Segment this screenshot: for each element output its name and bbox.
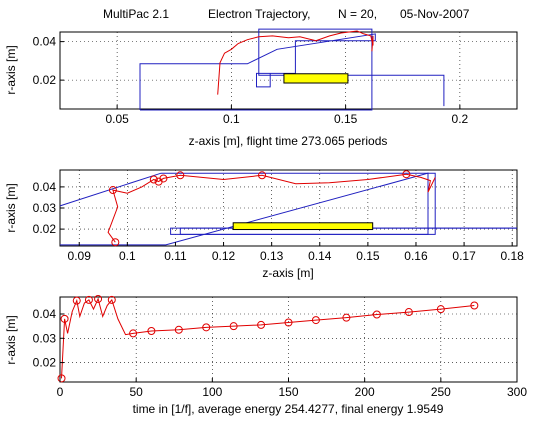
x-tick-label: 0.11 — [164, 249, 187, 263]
x-tick-label: 200 — [355, 385, 375, 399]
trajectory-marker — [284, 318, 293, 327]
trajectory-line — [217, 30, 374, 95]
x-tick-label: 0.14 — [308, 249, 332, 263]
y-tick-label: 0.03 — [33, 201, 57, 215]
y-tick-label: 0.02 — [33, 222, 57, 236]
trajectory-marker — [436, 305, 445, 314]
panel-bottom-ticks: 0 50 100 150 200 250 300 0.02 0.03 0.04 — [33, 307, 528, 399]
trajectory-marker — [174, 325, 183, 334]
x-tick-label: 0.05 — [105, 112, 129, 126]
trajectory-marker — [111, 238, 120, 247]
x-tick-label: 0.15 — [356, 249, 380, 263]
x-tick-label: 300 — [507, 385, 527, 399]
panel-top-trajectory — [217, 30, 374, 95]
trajectory-marker — [94, 294, 103, 303]
panel-bottom-frame — [59, 296, 518, 383]
trajectory-marker — [57, 374, 66, 383]
x-tick-label: 50 — [129, 385, 143, 399]
geometry-line — [59, 172, 517, 235]
x-tick-label: 0.2 — [452, 112, 469, 126]
trajectory-marker — [257, 320, 266, 329]
panel-middle-xlabel: z-axis [m] — [262, 266, 313, 280]
y-tick-label: 0.04 — [33, 35, 57, 49]
x-tick-label: 0.17 — [452, 249, 476, 263]
trajectory-marker — [107, 295, 116, 304]
panel-bottom-xlabel: time in [1/f], average energy 254.4277, … — [133, 402, 444, 416]
x-tick-label: 0.09 — [68, 249, 92, 263]
trajectory-line — [107, 173, 436, 243]
yellow-box — [283, 73, 349, 84]
yellow-box — [232, 222, 374, 231]
trajectory-marker — [108, 186, 117, 195]
panel-top-frame — [59, 31, 518, 110]
x-tick-label: 0.15 — [334, 112, 358, 126]
x-tick-label: 0.1 — [119, 249, 136, 263]
trajectory-marker — [258, 171, 267, 180]
trajectory-marker — [60, 314, 69, 323]
trajectory-marker — [311, 316, 320, 325]
x-tick-label: 100 — [202, 385, 222, 399]
trajectory-marker — [176, 171, 185, 180]
y-tick-label: 0.04 — [33, 180, 57, 194]
y-tick-label: 0.02 — [33, 73, 57, 87]
trajectory-marker — [202, 323, 211, 332]
trajectory-marker — [229, 322, 238, 331]
panel-bottom-grid — [60, 297, 517, 382]
panel-middle-ticks: 0.09 0.1 0.11 0.12 0.13 0.14 0.15 0.16 0.17 0.18 0… — [33, 180, 525, 263]
trajectory-marker — [404, 308, 413, 317]
trajectory-marker — [159, 174, 168, 183]
x-tick-label: 0.1 — [223, 112, 240, 126]
trajectory-marker — [342, 313, 351, 322]
trajectory-line — [61, 297, 475, 379]
panel-top-geometry — [139, 28, 445, 111]
trajectory-marker — [147, 327, 156, 335]
trajectory-marker — [149, 175, 158, 184]
x-tick-label: 150 — [278, 385, 298, 399]
trajectory-marker — [129, 329, 138, 338]
title-plot: Electron Trajectory, — [208, 7, 310, 21]
title-date: 05-Nov-2007 — [400, 7, 470, 21]
panel-top: 0.05 0.1 0.15 0.2 0.02 0.04 z-axis [m], fligh… — [4, 28, 518, 148]
x-tick-label: 250 — [431, 385, 451, 399]
panel-bottom-trajectory — [57, 294, 479, 383]
trajectory-marker — [402, 170, 411, 179]
panel-middle-trajectory — [107, 170, 436, 247]
x-tick-label: 0.13 — [260, 249, 284, 263]
panel-top-ylabel: r-axis [m] — [4, 45, 18, 94]
x-tick-label: 0.16 — [404, 249, 428, 263]
y-tick-label: 0.02 — [33, 356, 57, 370]
panel-middle-geometry — [59, 172, 517, 246]
panel-bottom: 0 50 100 150 200 250 300 0.02 0.03 0.04 time in [… — [4, 294, 528, 416]
geometry-line — [60, 172, 517, 246]
x-tick-label: 0 — [57, 385, 64, 399]
panel-bottom-ylabel: r-axis [m] — [4, 315, 18, 364]
title-n: N = 20, — [338, 7, 377, 21]
trajectory-marker — [72, 296, 81, 305]
panel-top-xlabel: z-axis [m], flight time 273.065 periods — [189, 134, 388, 148]
title-program: MultiPac 2.1 — [103, 7, 169, 21]
y-tick-label: 0.03 — [33, 331, 57, 345]
x-tick-label: 0.12 — [212, 249, 236, 263]
x-tick-label: 0.18 — [501, 249, 525, 263]
panel-middle-ylabel: r-axis [m] — [4, 183, 18, 232]
trajectory-marker — [84, 295, 93, 304]
y-tick-label: 0.04 — [33, 307, 57, 321]
panel-middle: 0.09 0.1 0.11 0.12 0.13 0.14 0.15 0.16 0.17 0.18 0… — [4, 169, 525, 280]
geometry-line — [140, 28, 373, 111]
panel-top-ticks: 0.05 0.1 0.15 0.2 0.02 0.04 — [33, 35, 469, 126]
trajectory-marker — [372, 310, 381, 319]
trajectory-marker — [470, 301, 479, 310]
